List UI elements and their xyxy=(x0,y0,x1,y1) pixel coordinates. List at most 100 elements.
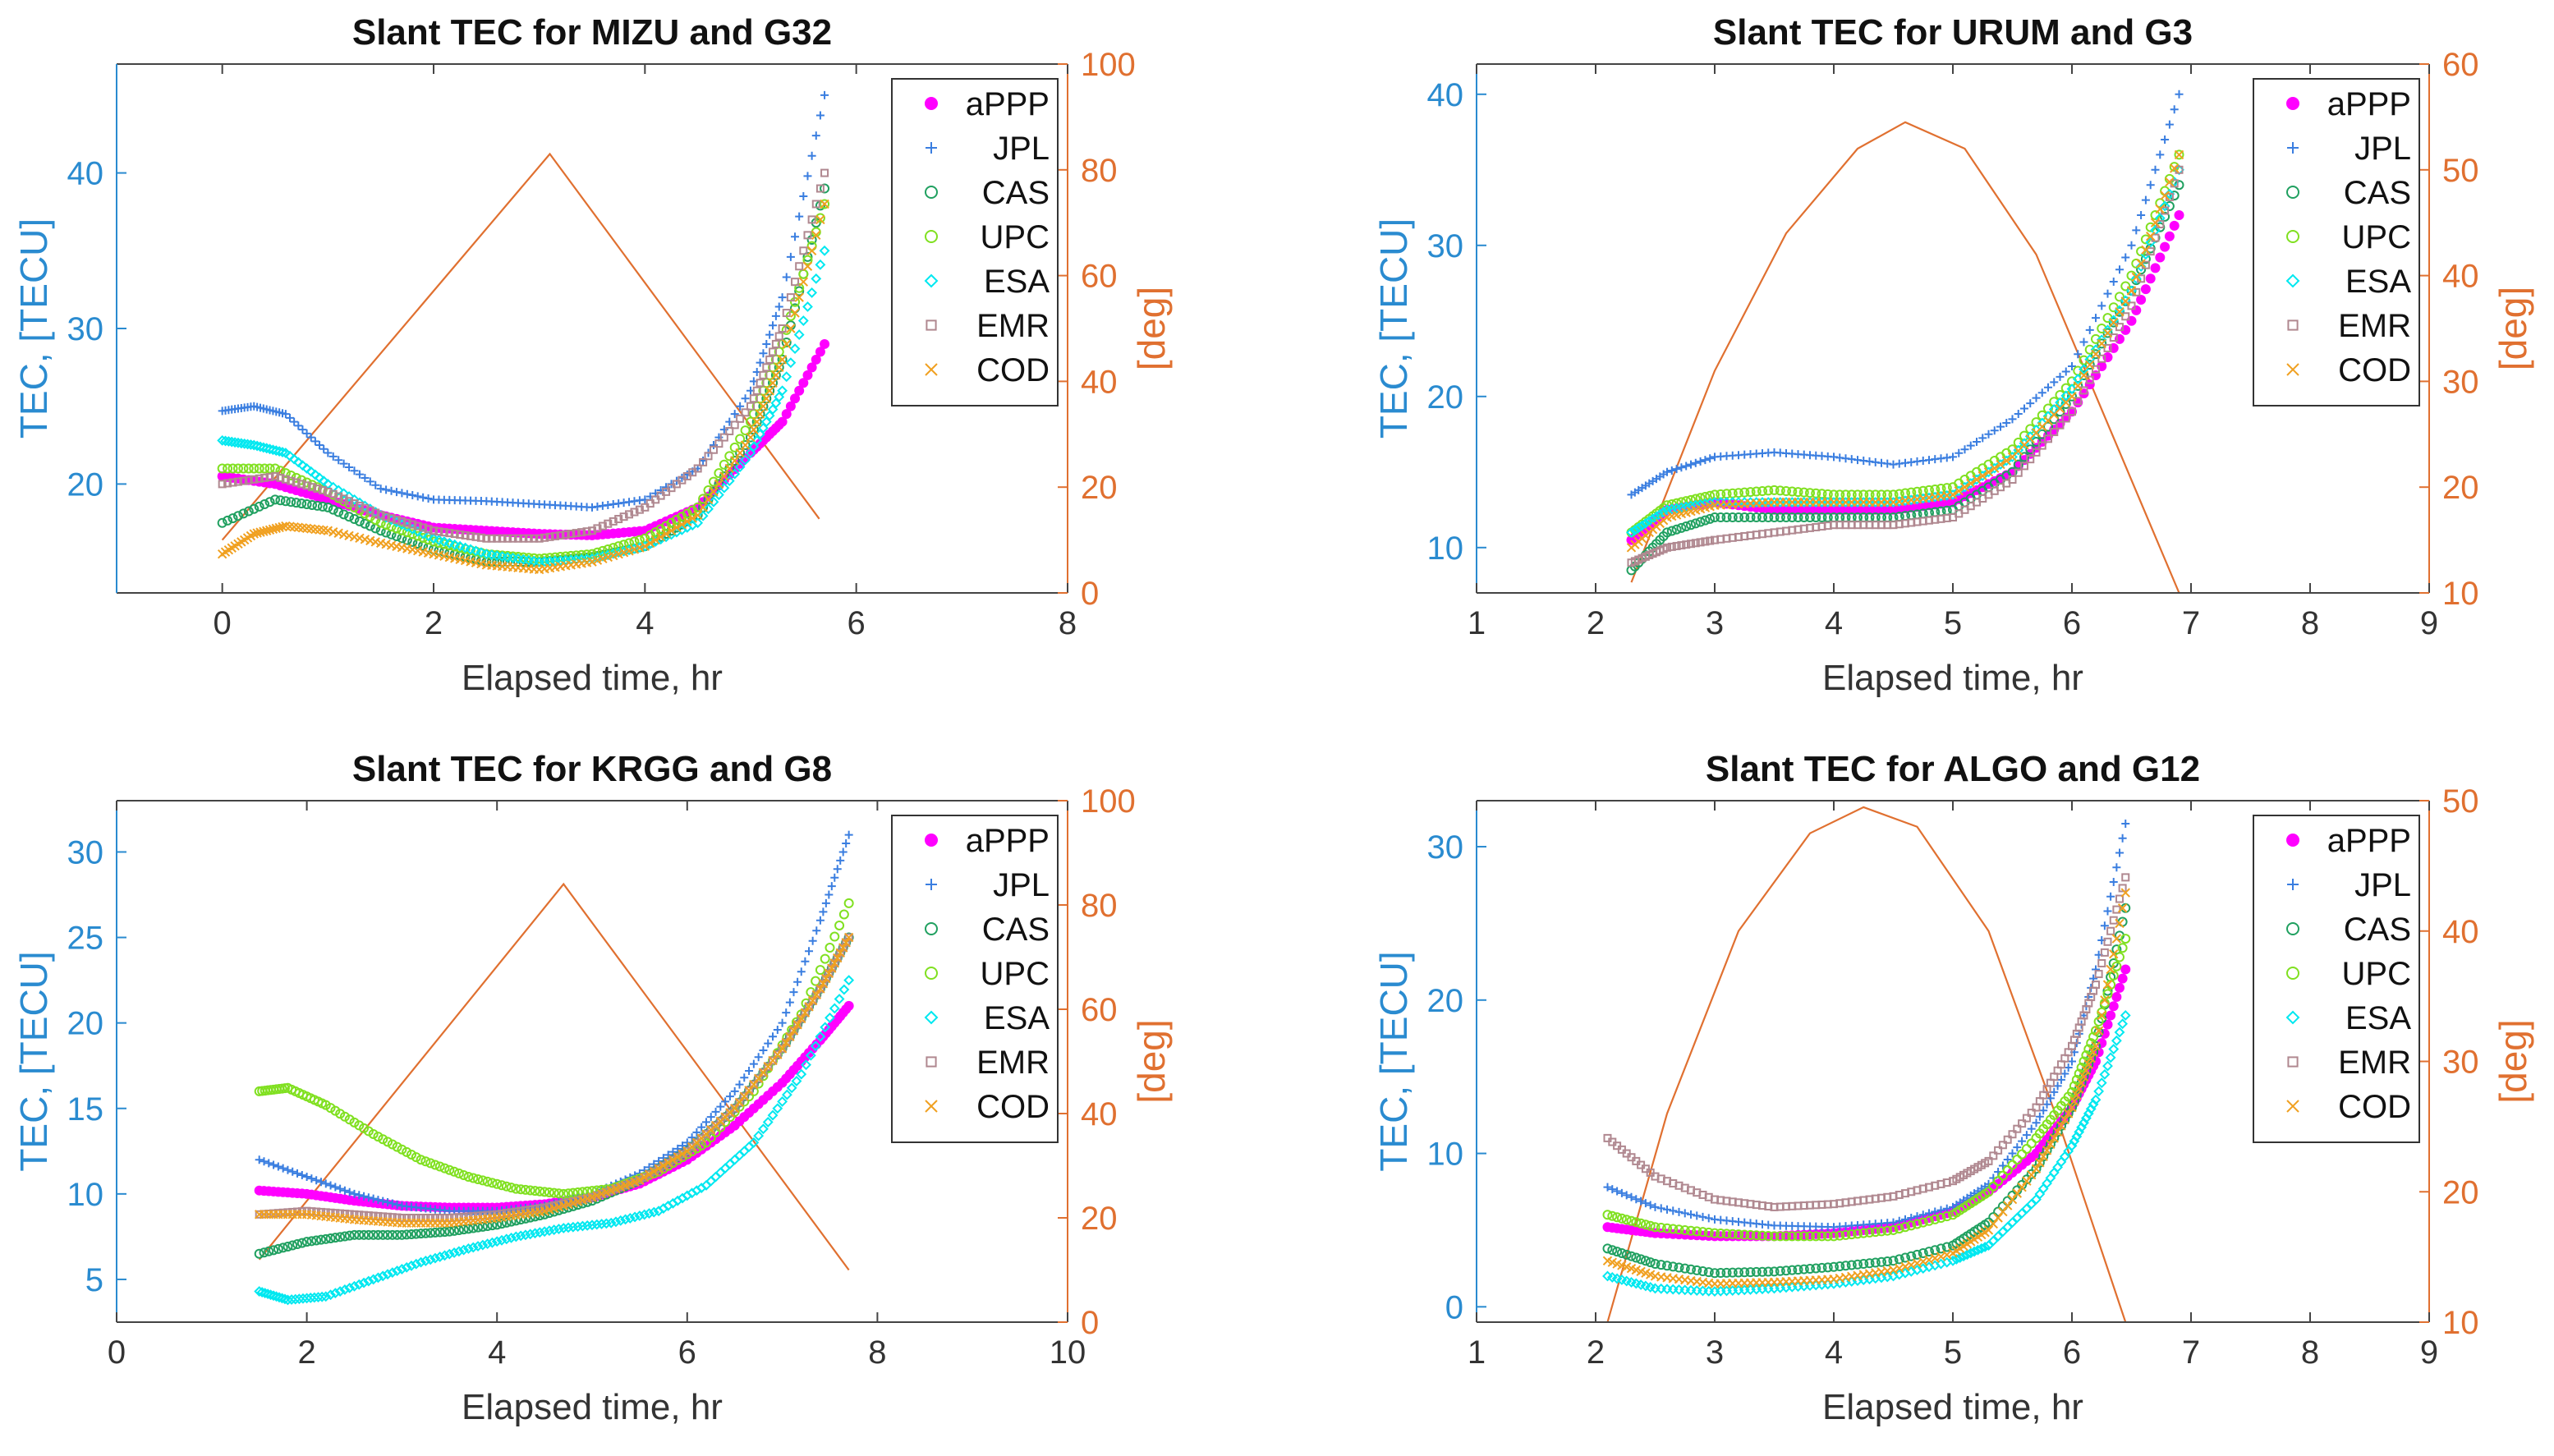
series-jpl xyxy=(218,90,829,512)
point-jpl xyxy=(379,1196,388,1206)
point-emr xyxy=(384,1212,393,1221)
chart-title: Slant TEC for URUM and G3 xyxy=(1713,12,2193,53)
point-jpl xyxy=(2018,1137,2027,1146)
point-jpl xyxy=(2056,1075,2065,1084)
point-emr xyxy=(1682,540,1691,549)
legend-label-esa: ESA xyxy=(984,1000,1050,1036)
point-emr xyxy=(413,521,422,530)
point-jpl xyxy=(2002,419,2011,427)
point-upc xyxy=(781,324,792,335)
point-jpl xyxy=(844,830,853,839)
point-emr xyxy=(355,501,364,510)
point-esa xyxy=(1955,1252,1966,1263)
point-cod xyxy=(1978,471,1987,481)
point-esa xyxy=(2108,1044,2120,1054)
point-cas xyxy=(1811,512,1821,522)
point-esa xyxy=(2055,397,2065,408)
point-cas xyxy=(259,1247,269,1258)
x-tick-label: 4 xyxy=(1825,605,1843,641)
point-jpl xyxy=(1693,1211,1702,1220)
point-esa xyxy=(363,1275,374,1287)
point-esa xyxy=(265,1289,277,1301)
y-tick-label-right: 50 xyxy=(2442,783,2479,820)
point-jpl xyxy=(413,492,422,501)
point-emr xyxy=(803,231,812,240)
point-cas xyxy=(273,1243,283,1254)
point-upc xyxy=(1864,1227,1875,1238)
point-cas xyxy=(794,286,805,296)
point-esa xyxy=(268,444,278,456)
point-jpl xyxy=(1978,434,1987,443)
point-cas xyxy=(1645,1257,1656,1268)
point-cas xyxy=(1840,1261,1851,1271)
point-upc xyxy=(1924,1215,1934,1226)
point-cas xyxy=(301,1237,312,1247)
point-emr xyxy=(2092,365,2100,374)
point-cod xyxy=(771,370,781,380)
point-esa xyxy=(429,1252,441,1264)
legend-marker-esa xyxy=(924,1010,939,1025)
point-esa xyxy=(1947,1255,1959,1266)
y-tick-label-right: 40 xyxy=(2442,259,2479,295)
point-esa xyxy=(825,1012,835,1023)
legend-marker-jpl xyxy=(926,142,937,154)
point-cas xyxy=(264,1246,274,1256)
point-cod xyxy=(829,958,839,968)
point-emr xyxy=(2092,981,2100,990)
point-cod xyxy=(1993,1213,2003,1223)
point-esa xyxy=(387,1267,398,1279)
point-esa xyxy=(1958,1251,1969,1262)
point-cas xyxy=(243,506,254,517)
point-cod xyxy=(1998,1206,2008,1217)
point-esa xyxy=(2090,1094,2102,1105)
point-cod xyxy=(2031,1164,2042,1174)
point-esa xyxy=(279,1293,291,1305)
point-esa xyxy=(316,1291,328,1302)
point-emr xyxy=(741,408,750,417)
point-jpl xyxy=(730,1086,739,1095)
point-cod xyxy=(786,324,796,333)
point-cas xyxy=(2136,264,2147,275)
point-esa xyxy=(309,1292,320,1303)
point-cod xyxy=(729,456,740,466)
point-upc xyxy=(1745,1229,1756,1240)
point-esa xyxy=(554,1224,564,1234)
point-upc xyxy=(254,463,264,474)
point-cas xyxy=(330,1233,341,1243)
point-cas xyxy=(296,498,307,509)
point-cas xyxy=(335,1232,346,1242)
point-cod xyxy=(1936,1252,1946,1261)
point-emr xyxy=(445,529,454,538)
point-cod xyxy=(1983,467,1994,477)
point-esa xyxy=(600,1218,612,1229)
legend-label-jpl: JPL xyxy=(2354,131,2411,167)
point-upc xyxy=(463,1172,474,1183)
point-cod xyxy=(2046,1139,2056,1150)
point-cas xyxy=(1870,1257,1881,1268)
point-esa xyxy=(1965,1247,1977,1259)
point-cas xyxy=(227,513,238,524)
point-cas xyxy=(1835,1261,1845,1272)
point-cas xyxy=(802,251,813,262)
point-jpl xyxy=(825,890,834,899)
point-jpl xyxy=(1656,1204,1665,1213)
point-cod xyxy=(800,1008,811,1017)
point-jpl xyxy=(283,1165,292,1174)
legend-marker-emr xyxy=(926,319,937,331)
point-appp xyxy=(2169,220,2180,231)
point-emr xyxy=(508,534,517,543)
point-emr xyxy=(2003,1135,2012,1144)
point-cas xyxy=(473,1222,484,1233)
point-emr xyxy=(567,530,576,539)
point-emr xyxy=(762,363,771,372)
point-jpl xyxy=(2050,378,2059,387)
legend-label-jpl: JPL xyxy=(2354,867,2411,903)
point-cas xyxy=(1805,512,1815,522)
point-jpl xyxy=(286,413,295,422)
point-upc xyxy=(677,512,687,522)
point-cod xyxy=(2002,1201,2013,1210)
point-jpl xyxy=(1603,1183,1612,1192)
point-esa xyxy=(2048,404,2060,415)
point-cas xyxy=(425,1228,436,1238)
point-emr xyxy=(2037,441,2046,450)
